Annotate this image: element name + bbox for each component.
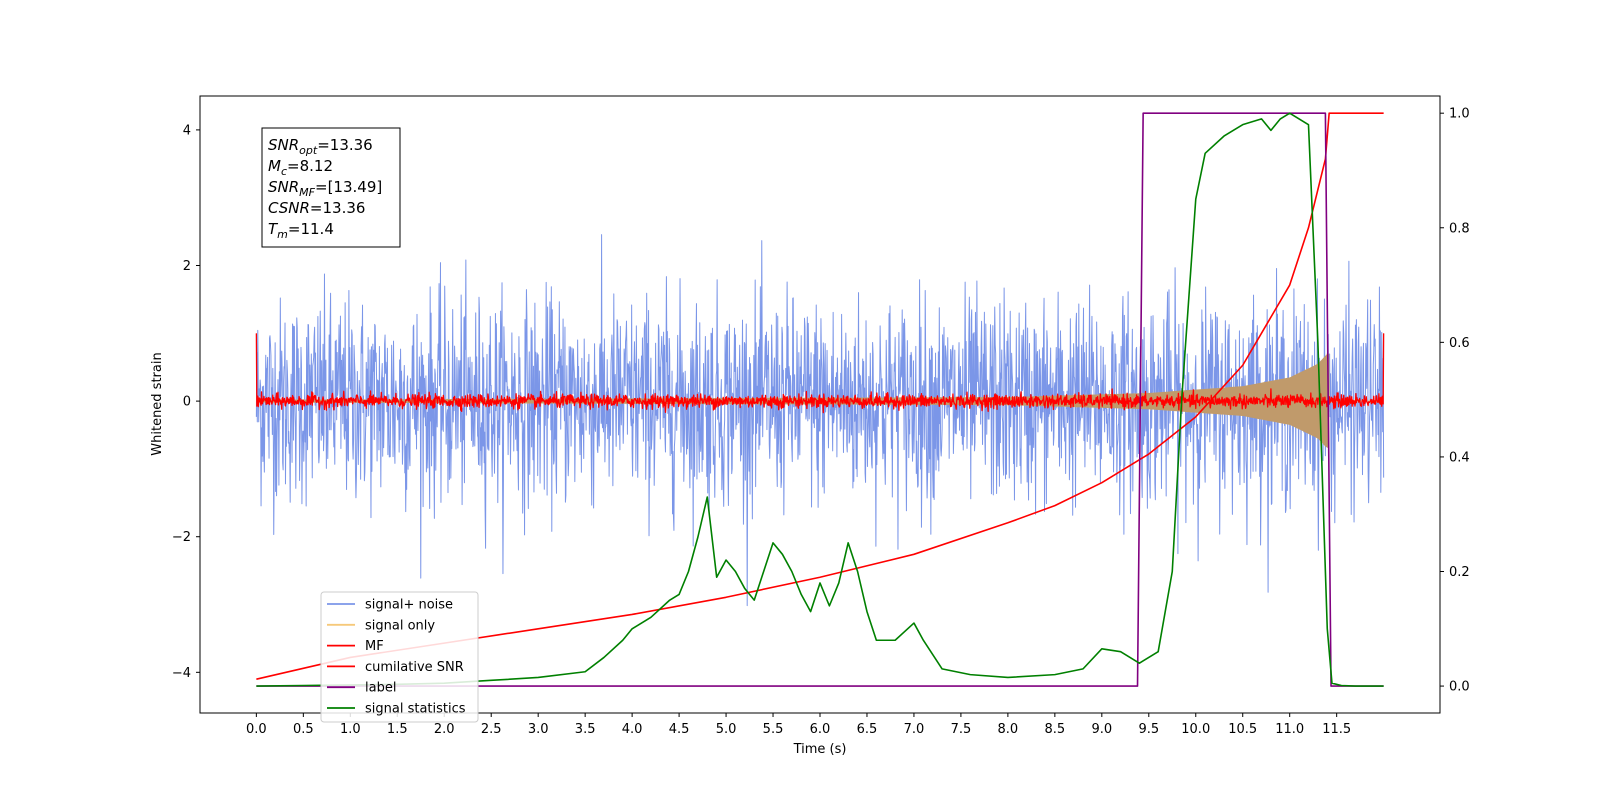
x-tick-label: 1.5 xyxy=(387,722,408,737)
annotation-frame xyxy=(261,127,401,248)
legend-label-label: label xyxy=(365,681,396,696)
y-axis-left: 4 2 0 −2 −4 xyxy=(172,123,200,681)
series-layer xyxy=(255,112,1385,687)
annotation-line: Mc=8.12 xyxy=(268,157,333,178)
x-tick-label: 9.5 xyxy=(1138,722,1159,737)
legend-frame xyxy=(320,591,479,723)
annotation-line: CSNR=13.36 xyxy=(268,199,365,217)
legend-label-cumilative-snr: cumilative SNR xyxy=(365,660,464,675)
y2-tick-label: 0.4 xyxy=(1449,450,1470,465)
x-tick-label: 9.0 xyxy=(1091,722,1112,737)
series-signal-only-envelope xyxy=(256,353,1330,449)
y-axis-right: 1.0 0.8 0.6 0.4 0.2 0.0 xyxy=(1440,107,1470,695)
annotation-line: SNRopt=13.36 xyxy=(268,136,373,157)
legend-label-mf: MF xyxy=(365,639,384,654)
legend: signal+ noise signal only MF cumilative SNR… xyxy=(320,591,479,723)
y-axis-label: Whitened strain xyxy=(150,352,165,455)
x-tick-label: 5.5 xyxy=(763,722,784,737)
x-tick-label: 4.0 xyxy=(622,722,643,737)
x-tick-label: 6.0 xyxy=(810,722,831,737)
x-tick-label: 7.0 xyxy=(904,722,925,737)
y2-tick-label: 0.8 xyxy=(1449,221,1470,236)
y-tick-label: 4 xyxy=(183,123,191,138)
x-tick-label: 4.5 xyxy=(669,722,690,737)
x-tick-label: 2.5 xyxy=(481,722,502,737)
annotation-line: SNRMF=[13.49] xyxy=(268,178,382,199)
series-signal-noise xyxy=(255,234,1385,607)
x-tick-label: 1.0 xyxy=(340,722,361,737)
x-tick-label: 0.0 xyxy=(246,722,267,737)
legend-label-signal-statistics: signal statistics xyxy=(365,702,466,717)
y2-tick-label: 0.0 xyxy=(1449,680,1470,695)
legend-label-signal-noise: signal+ noise xyxy=(365,598,453,613)
series-cumilative-snr xyxy=(256,112,1384,680)
x-axis: 0.0 0.5 1.0 1.5 2.0 2.5 3.0 3.5 4.0 4.5 5.0 5.5 6.0 6… xyxy=(246,713,1351,737)
y-tick-label: 2 xyxy=(183,259,191,274)
x-tick-label: 7.5 xyxy=(951,722,972,737)
annotation-box: SNRopt=13.36Mc=8.12SNRMF=[13.49]CSNR=13.… xyxy=(261,127,401,248)
y2-tick-label: 1.0 xyxy=(1449,107,1470,122)
series-mf xyxy=(255,333,1385,414)
x-tick-label: 10.5 xyxy=(1228,722,1257,737)
y-tick-label: −2 xyxy=(172,530,191,545)
x-tick-label: 2.0 xyxy=(434,722,455,737)
annotation-line: Tm=11.4 xyxy=(268,220,334,241)
x-tick-label: 10.0 xyxy=(1181,722,1210,737)
y2-tick-label: 0.6 xyxy=(1449,336,1470,351)
series-label xyxy=(256,112,1384,687)
x-tick-label: 5.0 xyxy=(716,722,737,737)
x-tick-label: 8.0 xyxy=(998,722,1019,737)
x-tick-label: 3.0 xyxy=(528,722,549,737)
x-tick-label: 0.5 xyxy=(293,722,314,737)
series-signal-statistics xyxy=(256,112,1384,687)
y-tick-label: −4 xyxy=(172,666,191,681)
x-axis-label: Time (s) xyxy=(793,742,847,757)
y2-tick-label: 0.2 xyxy=(1449,565,1470,580)
x-tick-label: 3.5 xyxy=(575,722,596,737)
x-tick-label: 6.5 xyxy=(857,722,878,737)
x-tick-label: 8.5 xyxy=(1045,722,1066,737)
y-tick-label: 0 xyxy=(183,395,191,410)
x-tick-label: 11.5 xyxy=(1322,722,1351,737)
legend-label-signal-only: signal only xyxy=(365,618,435,633)
x-tick-label: 11.0 xyxy=(1275,722,1304,737)
